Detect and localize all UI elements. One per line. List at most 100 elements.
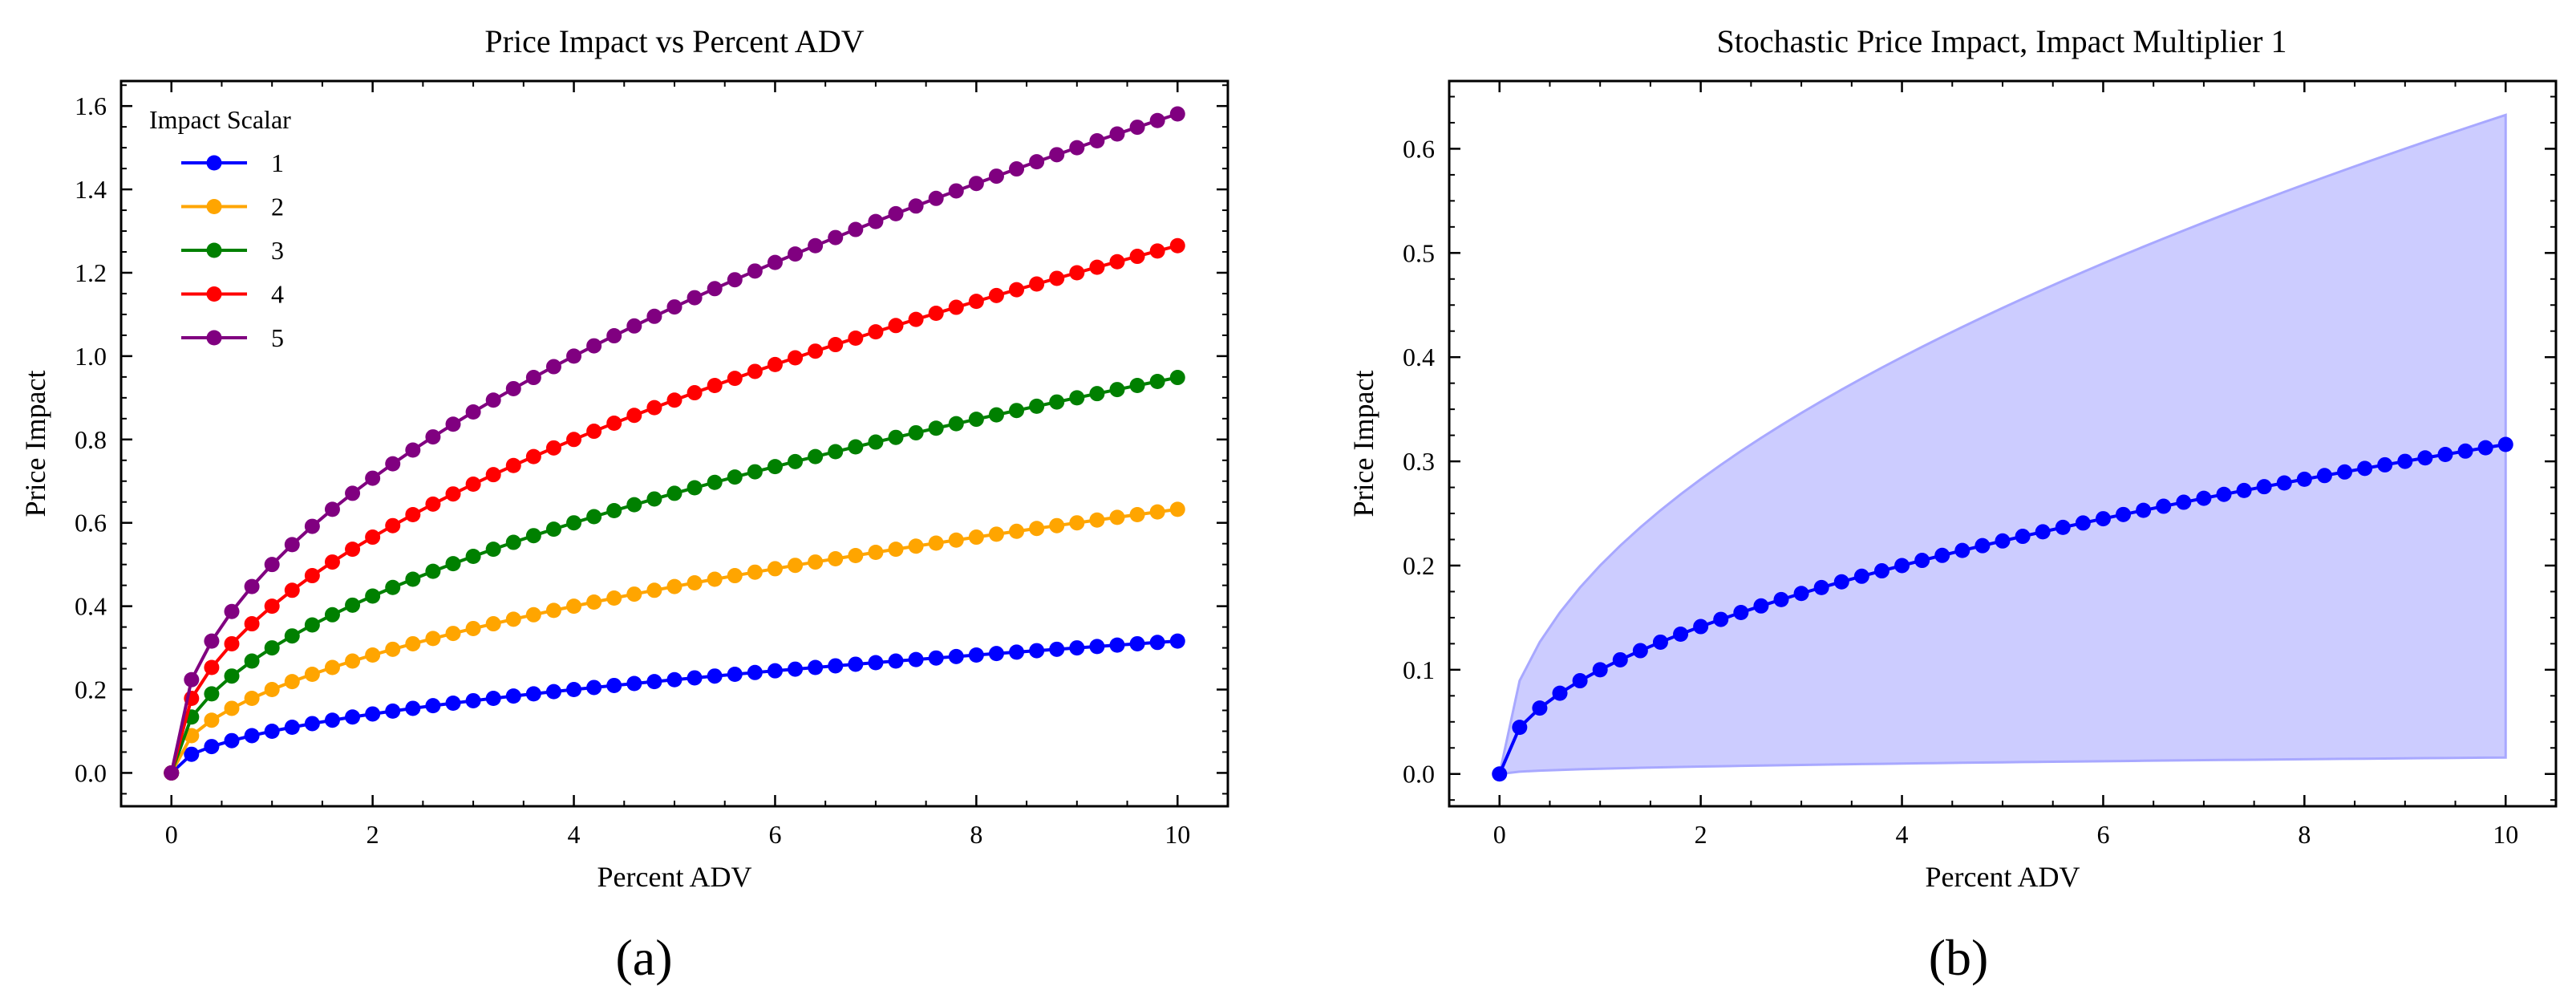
data-point-4 — [284, 582, 300, 598]
data-point-3 — [1109, 382, 1125, 398]
data-point-2 — [566, 598, 582, 615]
legend-label-1: 1 — [271, 148, 284, 177]
y-tick-label: 0.8 — [75, 425, 107, 454]
data-point-mean — [1954, 542, 1970, 558]
data-point-3 — [666, 485, 682, 501]
data-point-4 — [465, 476, 481, 492]
data-point-4 — [788, 350, 804, 366]
data-point-mean — [1673, 626, 1689, 642]
data-point-3 — [988, 407, 1004, 423]
data-point-mean — [1753, 598, 1769, 614]
data-point-3 — [1149, 374, 1165, 390]
data-point-1 — [485, 691, 501, 706]
data-point-4 — [365, 529, 381, 546]
data-point-2 — [264, 682, 280, 698]
data-point-mean — [2337, 464, 2353, 480]
chart-a-plot-area — [164, 106, 1185, 781]
data-point-1 — [365, 706, 381, 722]
data-point-4 — [767, 356, 783, 372]
data-point-1 — [244, 728, 260, 744]
data-point-3 — [626, 497, 642, 513]
data-point-2 — [626, 586, 642, 602]
y-tick-label: 0.2 — [1403, 551, 1435, 580]
data-point-3 — [304, 617, 320, 633]
data-point-1 — [1129, 635, 1145, 651]
data-point-mean — [2377, 456, 2393, 473]
data-point-3 — [1029, 398, 1045, 414]
data-point-5 — [244, 578, 260, 594]
data-point-3 — [365, 588, 381, 604]
data-point-4 — [908, 311, 924, 327]
data-point-mean — [2075, 515, 2091, 531]
data-point-5 — [1009, 161, 1025, 177]
data-point-mean — [2276, 475, 2292, 491]
data-point-mean — [1552, 685, 1568, 701]
data-point-2 — [707, 571, 723, 587]
data-point-1 — [888, 653, 904, 669]
data-point-mean — [2477, 440, 2493, 456]
chart-b-panel-label: (b) — [1929, 929, 1989, 986]
data-point-mean — [1975, 538, 1991, 554]
legend-marker-1 — [206, 155, 222, 171]
data-point-3 — [1129, 378, 1145, 394]
data-point-1 — [586, 679, 602, 696]
data-point-3 — [788, 453, 804, 469]
data-point-mean — [1833, 574, 1849, 590]
data-point-mean — [2316, 468, 2332, 484]
confidence-band — [1497, 113, 2507, 776]
data-point-4 — [687, 385, 703, 401]
data-point-5 — [988, 168, 1004, 185]
data-point-1 — [868, 655, 884, 671]
data-point-3 — [284, 628, 300, 644]
data-point-2 — [666, 578, 682, 594]
legend-label-5: 5 — [271, 323, 284, 352]
data-point-2 — [767, 561, 783, 577]
x-tick-label: 8 — [2298, 820, 2311, 849]
data-point-mean — [2236, 482, 2252, 498]
data-point-1 — [788, 661, 804, 677]
data-point-4 — [485, 467, 501, 483]
data-point-1 — [948, 648, 964, 664]
data-point-mean — [1652, 634, 1668, 650]
data-point-2 — [868, 545, 884, 561]
data-point-3 — [606, 503, 622, 518]
data-point-1 — [988, 646, 1004, 662]
data-point-3 — [828, 444, 844, 460]
data-point-2 — [747, 564, 763, 580]
data-point-3 — [465, 548, 481, 564]
data-point-5 — [1149, 112, 1165, 128]
data-point-5 — [747, 263, 763, 279]
chart-a-legend-title: Impact Scalar — [149, 105, 291, 134]
x-tick-label: 2 — [367, 820, 379, 849]
data-point-1 — [928, 650, 944, 666]
data-point-3 — [646, 491, 662, 507]
data-point-5 — [485, 392, 501, 408]
data-point-2 — [586, 594, 602, 610]
data-point-4 — [626, 408, 642, 424]
data-point-1 — [324, 712, 340, 728]
data-point-5 — [1169, 106, 1185, 122]
data-point-mean — [1914, 553, 1930, 569]
data-point-3 — [928, 420, 944, 436]
data-point-4 — [1149, 243, 1165, 259]
data-point-mean — [1512, 720, 1528, 736]
data-point-5 — [626, 318, 642, 334]
data-point-5 — [828, 229, 844, 245]
data-point-1 — [184, 746, 200, 762]
chart-b-title: Stochastic Price Impact, Impact Multipli… — [1717, 23, 2287, 59]
data-point-2 — [808, 554, 824, 570]
legend-label-4: 4 — [271, 280, 284, 309]
chart-a-xlabel: Percent ADV — [597, 861, 752, 893]
chart-a-ylabel: Price Impact — [19, 371, 51, 517]
data-point-2 — [1009, 523, 1025, 539]
data-point-2 — [385, 641, 401, 657]
data-point-1 — [445, 696, 461, 711]
data-point-mean — [1713, 611, 1729, 627]
data-point-4 — [304, 568, 320, 584]
data-point-2 — [828, 550, 844, 566]
data-point-mean — [2095, 511, 2111, 527]
series-line-2 — [169, 507, 1178, 774]
y-tick-label: 1.4 — [75, 175, 107, 204]
data-point-5 — [767, 254, 783, 270]
